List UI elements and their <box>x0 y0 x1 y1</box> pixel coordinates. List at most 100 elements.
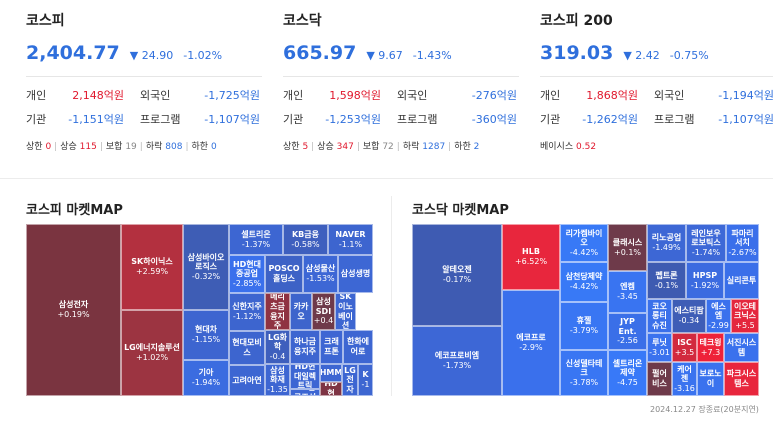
map-tile[interactable]: 서진시스템 <box>724 333 759 362</box>
index-quote: 319.03 ▼ 2.42 -0.75% <box>540 42 773 64</box>
map-tile[interactable]: 고려아연 <box>229 365 265 396</box>
map-tile[interactable]: 삼성전자 +0.19% <box>26 224 121 396</box>
map-tile[interactable]: 크래프톤 <box>320 330 343 364</box>
map-tile[interactable]: 현대차 -1.15% <box>183 310 229 360</box>
map-tile[interactable]: 케어젠 -3.16 <box>672 362 697 396</box>
index-change: ▼ 2.42 <box>623 49 660 62</box>
tile-name: 펩트론 <box>655 270 678 280</box>
index-name[interactable]: 코스닥 <box>283 13 322 29</box>
map-tile[interactable]: 알테오젠 -0.17% <box>412 224 502 326</box>
map-tile[interactable]: 에코프로 -2.9% <box>502 290 560 396</box>
map-tile[interactable]: 엔켐 -3.45 <box>608 271 647 313</box>
breadth-value: 808 <box>165 142 183 152</box>
tile-name: 서진시스템 <box>726 337 757 357</box>
tile-change: -0.4 <box>269 351 286 361</box>
map-tile[interactable]: 삼성물산 -1.53% <box>303 255 338 293</box>
kospi-map-title[interactable]: 코스피 마켓MAP <box>26 203 123 218</box>
map-tile[interactable]: 현대모비스 <box>229 331 265 365</box>
map-tile[interactable]: KB금융 -0.58% <box>283 224 328 255</box>
map-tile[interactable]: 레인보우로보틱스 -1.74% <box>686 224 726 262</box>
tile-change: +3.5 <box>674 347 695 357</box>
map-tile[interactable]: 신한지주 -1.12% <box>229 293 265 331</box>
map-tile[interactable]: 에스엠 -2.99 <box>706 299 731 333</box>
tile-name: 한화에어로 <box>346 337 370 356</box>
index-panel[interactable]: 코스피 2,404.77 ▼ 24.90 -1.02% 개인 2,148억원 외… <box>26 10 262 152</box>
map-tile[interactable]: 보로노이 <box>697 362 724 396</box>
map-tile[interactable]: 한화에어로 <box>343 330 373 364</box>
map-tile[interactable]: HMM <box>320 364 342 382</box>
breadth-label: 상승 <box>60 142 77 152</box>
map-tile[interactable]: 카카오 <box>290 293 312 330</box>
tile-name: ISC <box>677 337 692 347</box>
map-tile[interactable]: 파마리서치 -2.67% <box>726 224 759 262</box>
map-tile[interactable]: 신성델타테크 -3.78% <box>560 350 608 396</box>
tile-name: 메리츠금융지주 <box>270 293 285 330</box>
map-tile[interactable]: HD한국조선 <box>290 389 320 396</box>
map-tile[interactable]: 에코프로비엠 -1.73% <box>412 326 502 396</box>
kosdaq-map-title[interactable]: 코스닥 마켓MAP <box>412 203 509 218</box>
map-tile[interactable]: NAVER -1.1% <box>328 224 373 255</box>
index-panel[interactable]: 코스닥 665.97 ▼ 9.67 -1.43% 개인 1,598억원 외국인 … <box>283 10 519 152</box>
index-panel[interactable]: 코스피 200 319.03 ▼ 2.42 -0.75% 개인 1,868억원 … <box>540 10 773 152</box>
map-tile[interactable]: LG전자 <box>342 364 358 396</box>
index-name[interactable]: 코스피 200 <box>540 13 613 29</box>
map-tile[interactable]: 펩트론 -0.1% <box>647 262 686 299</box>
map-tile[interactable]: 클래시스 +0.1% <box>608 224 647 271</box>
map-tile[interactable]: LG화학 -0.4 <box>265 330 290 364</box>
tile-name: 파크시스템스 <box>726 369 757 388</box>
map-tile[interactable]: 삼성화재 -1.35 <box>265 364 290 396</box>
map-tile[interactable]: HD현대일렉트릭 <box>290 364 320 389</box>
map-tile[interactable]: 휴젤 -3.79% <box>560 302 608 350</box>
map-tile[interactable]: 실리콘투 <box>724 262 759 299</box>
tile-name: 알테오젠 <box>442 265 472 275</box>
tile-name: 삼성SDI <box>315 297 332 316</box>
tile-change: -1.74% <box>691 247 721 257</box>
investor-row: 개인 1,598억원 외국인 -276억원 <box>283 87 519 102</box>
map-tile[interactable]: HD현대중공업 -2.85% <box>229 255 265 293</box>
map-tile[interactable]: K -1 <box>358 364 373 396</box>
tile-change: -3.79% <box>569 326 599 335</box>
tile-change: -4.42% <box>569 247 599 257</box>
breadth-label: 하락 <box>402 142 420 152</box>
map-tile[interactable]: 펄어비스 <box>647 362 672 396</box>
map-tile[interactable]: 메리츠금융지주 <box>265 293 290 330</box>
investor-label: 개인 <box>540 89 561 102</box>
map-tile[interactable]: 삼성SDI +0.4 <box>312 293 335 330</box>
map-tile[interactable]: ISC +3.5 <box>672 333 697 362</box>
map-tile[interactable]: POSCO홀딩스 <box>265 255 303 293</box>
map-tile[interactable]: 삼성바이오로직스 -0.32% <box>183 224 229 310</box>
map-tile[interactable]: HPSP -1.92% <box>686 262 724 299</box>
map-tile[interactable]: 셀트리온제약 -4.75 <box>608 350 647 396</box>
map-tile[interactable]: JYP Ent. -2.56 <box>608 313 647 350</box>
map-tile[interactable]: 파크시스템스 <box>724 362 759 396</box>
map-tile[interactable]: LG에너지솔루션 +1.02% <box>121 310 183 396</box>
map-tile[interactable]: SK하이닉스 +2.59% <box>121 224 183 310</box>
map-tile[interactable]: 테크윙 +7.3 <box>697 333 724 362</box>
map-tile[interactable]: 하나금융지주 <box>290 330 320 364</box>
map-tile[interactable]: SK이노베이션 <box>335 293 356 330</box>
tile-change: +0.4 <box>313 316 334 326</box>
investor-label: 기관 <box>283 113 304 126</box>
map-tile[interactable]: 리가켐바이오 -4.42% <box>560 224 608 262</box>
map-tile[interactable]: 코오롱티슈진 <box>647 299 672 333</box>
tile-name: SK하이닉스 <box>131 257 173 267</box>
map-tile[interactable]: 셀트리온 -1.37% <box>229 224 283 255</box>
map-tile[interactable]: 에스티팜 -0.34 <box>672 299 706 333</box>
map-tile[interactable]: HLB +6.52% <box>502 224 560 290</box>
map-tile[interactable]: 삼성생명 <box>338 255 373 293</box>
investor-row: 기관 -1,253억원 프로그램 -360억원 <box>283 111 519 126</box>
tile-name: 에스티팜 <box>674 306 704 316</box>
index-divider <box>283 76 519 77</box>
breadth-value: 19 <box>125 142 137 152</box>
map-tile[interactable]: 이오테크닉스 +5.5 <box>731 299 759 333</box>
tile-change: -1.15% <box>191 335 221 344</box>
map-tile[interactable]: 리노공업 -1.49% <box>647 224 686 262</box>
breadth-label: 상한 <box>26 142 43 152</box>
map-tile[interactable]: 기아 -1.94% <box>183 360 229 396</box>
map-tile[interactable]: 루닛 -3.01 <box>647 333 672 362</box>
index-name[interactable]: 코스피 <box>26 13 65 29</box>
map-tile[interactable]: 삼천당제약 -4.42% <box>560 262 608 302</box>
map-tile[interactable]: HD현 <box>320 382 342 396</box>
tile-name: HLB <box>522 247 540 257</box>
tile-name: 카카오 <box>293 301 309 321</box>
